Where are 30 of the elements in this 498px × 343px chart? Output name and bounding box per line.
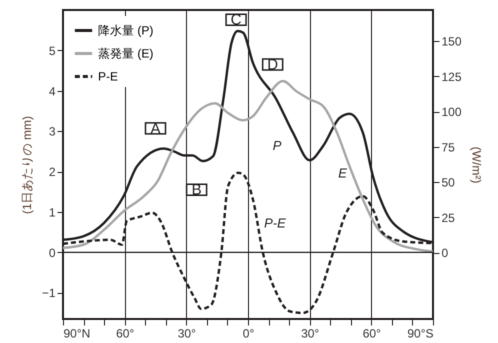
y2-tick-label: 0: [442, 246, 448, 260]
annotation: E: [338, 165, 348, 180]
x-tick-label: 0°: [242, 326, 254, 340]
y2-tick-label: 150: [442, 34, 462, 49]
y2-tick-label: 125: [442, 70, 462, 84]
y-tick-label: 2: [48, 165, 56, 180]
x-tick-label: 90°N: [64, 326, 90, 340]
x-tick-label: 30°: [301, 326, 320, 340]
y-tick-label: 3: [48, 124, 56, 139]
y-tick-label: 5: [48, 44, 56, 58]
y-tick-label: 4: [48, 84, 56, 98]
y2-tick-label: 100: [442, 105, 462, 120]
x-tick-label: 60°: [362, 326, 382, 340]
y2-axis-title: (W/m²): [470, 146, 484, 184]
x-tick-label: 60°: [116, 326, 134, 340]
y-tick-label: 0: [48, 246, 56, 260]
legend-label: P-E: [98, 70, 118, 84]
y2-tick-label: 50: [442, 176, 456, 190]
annotation: A: [150, 120, 161, 138]
x-tick-label: 30°: [178, 326, 196, 340]
y-tick-label: 1: [48, 205, 56, 220]
y-tick-label: −1: [42, 286, 56, 300]
annotation: P-E: [264, 215, 286, 230]
legend-label: 蒸発量 (E): [98, 46, 154, 60]
annotation: P: [272, 138, 282, 153]
y2-tick-label: 75: [442, 140, 456, 154]
y-axis-title: (1日あたりの mm): [20, 116, 34, 214]
y2-tick-label: 25: [442, 210, 456, 225]
x-tick-label: 90°S: [407, 326, 434, 340]
legend-label: 降水量 (P): [98, 24, 154, 38]
